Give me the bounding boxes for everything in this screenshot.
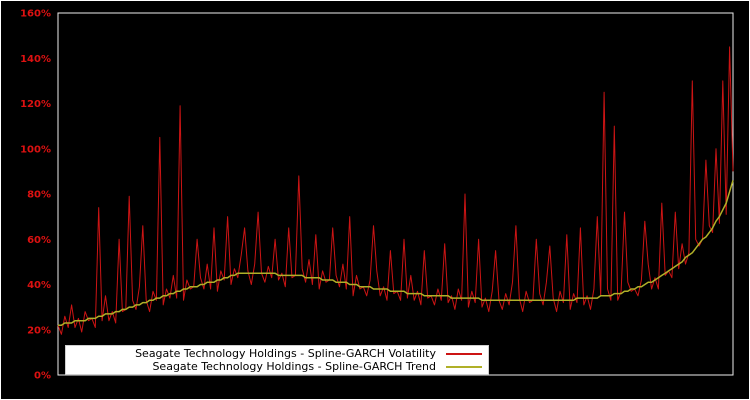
- legend-item-trend: Seagate Technology Holdings - Spline-GAR…: [72, 360, 482, 373]
- y-tick-label: 40%: [27, 280, 51, 291]
- y-tick-label: 0%: [34, 371, 51, 382]
- legend-label-trend: Seagate Technology Holdings - Spline-GAR…: [152, 360, 436, 373]
- legend-item-volatility: Seagate Technology Holdings - Spline-GAR…: [72, 347, 482, 360]
- y-tick-label: 80%: [27, 190, 51, 201]
- legend-label-volatility: Seagate Technology Holdings - Spline-GAR…: [135, 347, 436, 360]
- y-tick-label: 160%: [20, 9, 51, 20]
- y-tick-label: 100%: [20, 144, 51, 155]
- y-tick-label: 120%: [20, 99, 51, 110]
- y-tick-label: 140%: [20, 54, 51, 65]
- trend-line: [58, 180, 734, 326]
- y-tick-label: 20%: [27, 325, 51, 336]
- plot-border: [57, 12, 734, 376]
- legend: Seagate Technology Holdings - Spline-GAR…: [65, 345, 489, 375]
- y-tick-label: 60%: [27, 235, 51, 246]
- legend-line-sample-volatility: [446, 352, 482, 355]
- legend-line-sample-trend: [446, 365, 482, 368]
